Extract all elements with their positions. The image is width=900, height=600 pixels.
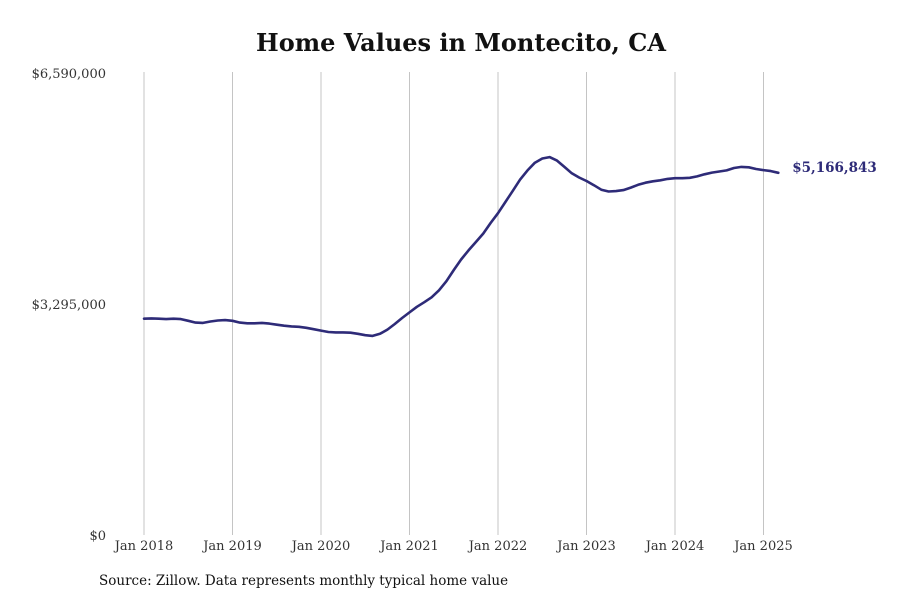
x-tick-label: Jan 2020 bbox=[290, 539, 351, 554]
end-value-label: $5,166,843 bbox=[792, 160, 877, 176]
y-tick-label: $3,295,000 bbox=[32, 298, 106, 313]
x-axis-ticks: Jan 2018 Jan 2019 Jan 2020 Jan 2021 Jan 2022… bbox=[113, 539, 793, 554]
x-tick-label: Jan 2021 bbox=[378, 539, 439, 554]
x-tick-label: Jan 2023 bbox=[555, 539, 616, 554]
x-tick-label: Jan 2025 bbox=[732, 539, 793, 554]
x-tick-label: Jan 2019 bbox=[201, 539, 262, 554]
source-note: Source: Zillow. Data represents monthly … bbox=[99, 573, 509, 589]
vertical-gridlines bbox=[143, 72, 764, 535]
y-axis-ticks: $0 $3,295,000 $6,590,000 bbox=[32, 67, 106, 544]
y-tick-label: $6,590,000 bbox=[32, 67, 106, 82]
series-line bbox=[142, 155, 780, 338]
data-labels: $5,166,843 bbox=[792, 160, 877, 176]
x-tick-label: Jan 2018 bbox=[113, 539, 174, 554]
x-tick-label: Jan 2024 bbox=[644, 539, 705, 554]
y-tick-label: $0 bbox=[89, 529, 106, 544]
chart-title: Home Values in Montecito, CA bbox=[256, 28, 666, 57]
x-tick-label: Jan 2022 bbox=[467, 539, 528, 554]
series-layer bbox=[142, 155, 780, 338]
